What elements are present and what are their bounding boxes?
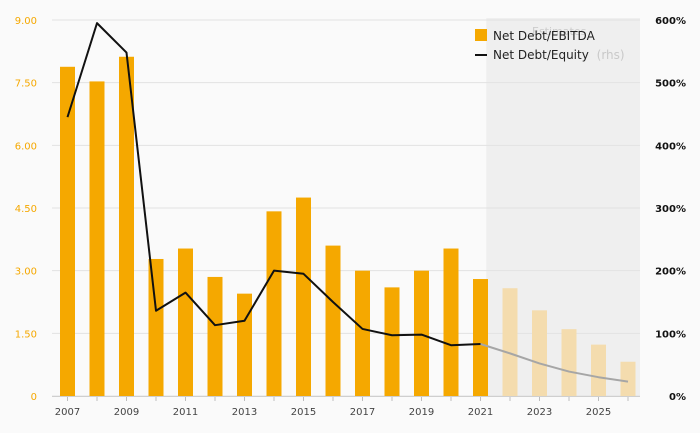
svg-text:Net Debt/Equity (rhs): Net Debt/Equity (rhs)	[493, 48, 625, 62]
bar-net-debt-ebitda-2018	[384, 287, 400, 396]
x-axis: 2007 2009 2011 2013 2015 2017 2019 2021 2023 2025	[52, 396, 640, 418]
left-axis-tick-label: 9.00	[15, 16, 37, 27]
bar-net-debt-ebitda-2017	[355, 270, 370, 396]
estimates-label: Estimates	[532, 25, 587, 38]
left-axis-tick-label: 0	[31, 392, 37, 403]
bar-net-debt-ebitda-2024	[561, 329, 577, 396]
bar-net-debt-ebitda-2015	[296, 197, 311, 396]
bar-net-debt-ebitda-2009	[119, 56, 134, 397]
left-axis-tick-label: 3.00	[15, 267, 37, 278]
bar-net-debt-ebitda-2025	[591, 344, 606, 396]
x-axis-tick-label: 2023	[527, 407, 552, 418]
bar-series-net-debt-ebitda	[60, 56, 636, 397]
bar-net-debt-ebitda-2023	[532, 310, 547, 396]
x-axis-tick-label: 2021	[468, 407, 493, 418]
line-net-debt-equity-estimates	[480, 343, 629, 383]
x-axis-tick-label: 2013	[232, 407, 257, 418]
legend: Net Debt/EBITDA Net Debt/Equity (rhs)	[475, 29, 625, 62]
x-axis-tick-label: 2015	[291, 407, 316, 418]
bar-net-debt-ebitda-2011	[178, 248, 193, 396]
bar-net-debt-ebitda-2026	[620, 361, 636, 396]
left-axis-tick-label: 6.00	[15, 141, 37, 152]
x-axis-tick-label: 2009	[114, 407, 139, 418]
bar-net-debt-ebitda-2019	[414, 270, 429, 396]
bar-net-debt-ebitda-2012	[207, 276, 223, 396]
left-axis-tick-label: 4.50	[15, 204, 37, 215]
bar-net-debt-ebitda-2008	[89, 81, 105, 396]
bar-net-debt-ebitda-2021	[473, 279, 488, 396]
bar-net-debt-ebitda-2010	[148, 258, 164, 396]
line-series-net-debt-equity	[66, 22, 629, 383]
legend-label-net-debt-ebitda: Net Debt/EBITDA	[493, 29, 596, 43]
x-axis-tick-label: 2019	[409, 407, 434, 418]
x-axis-tick-label: 2011	[173, 407, 198, 418]
bar-net-debt-ebitda-2007	[60, 66, 75, 397]
legend-label-rhs-suffix: (rhs)	[597, 48, 625, 62]
right-axis-tick-label: 0%	[669, 392, 686, 403]
x-axis-tick-label: 2025	[586, 407, 611, 418]
bar-net-debt-ebitda-2016	[325, 245, 341, 396]
left-axis-tick-label: 7.50	[15, 79, 37, 90]
right-axis-tick-label: 600%	[655, 16, 686, 27]
x-axis-tick-label: 2017	[350, 407, 375, 418]
right-axis-ticks: 0% 100% 200% 300% 400% 500% 600%	[655, 16, 686, 403]
x-axis-tick-label: 2007	[55, 407, 80, 418]
bar-net-debt-ebitda-2013	[237, 293, 252, 396]
bar-net-debt-ebitda-2020	[443, 248, 459, 396]
right-axis-tick-label: 200%	[655, 267, 686, 278]
right-axis-tick-label: 100%	[655, 329, 686, 340]
right-axis-tick-label: 400%	[655, 141, 686, 152]
right-axis-tick-label: 300%	[655, 204, 686, 215]
legend-swatch-net-debt-ebitda	[475, 29, 487, 41]
bar-net-debt-ebitda-2014	[266, 211, 282, 396]
right-axis-tick-label: 500%	[655, 79, 686, 90]
line-net-debt-equity-actual	[66, 22, 481, 347]
legend-label-net-debt-equity: Net Debt/Equity	[493, 48, 589, 62]
left-axis-tick-label: 1.50	[15, 329, 37, 340]
left-axis-ticks: 0 1.50 3.00 4.50 6.00 7.50 9.00	[15, 16, 37, 403]
bar-net-debt-ebitda-2022	[502, 288, 518, 396]
